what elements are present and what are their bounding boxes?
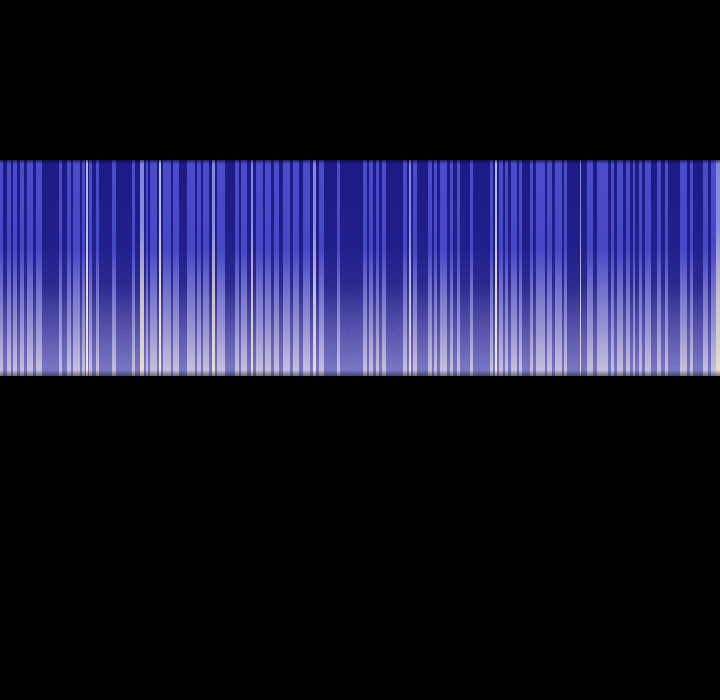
stripe-royal-blue xyxy=(440,160,447,376)
stripe-royal-blue xyxy=(680,160,687,376)
stripe-royal-blue xyxy=(187,160,195,376)
stripe-dark-navy xyxy=(99,160,112,376)
stripe-dark-navy xyxy=(340,160,363,376)
stripe-band xyxy=(0,160,720,376)
stripe-royal-blue xyxy=(217,160,225,376)
stripe-dark-navy xyxy=(324,160,337,376)
stripe-royal-blue xyxy=(283,160,290,376)
stripe-royal-blue xyxy=(256,160,263,376)
stripe-royal-blue xyxy=(597,160,608,376)
stripe-dark-navy xyxy=(179,160,187,376)
stripe-row xyxy=(0,160,720,376)
stripe-dark-navy xyxy=(693,160,703,376)
stripe-dark-navy xyxy=(386,160,403,376)
stripe-dark-navy xyxy=(522,160,530,376)
stripe-dark-navy xyxy=(567,160,580,376)
stripe-royal-blue xyxy=(536,160,545,376)
stripe-dark-navy xyxy=(116,160,132,376)
stripe-dark-navy xyxy=(460,160,470,376)
stripe-royal-blue xyxy=(163,160,171,376)
stripe-dark-navy xyxy=(473,160,490,376)
stripe-lavender xyxy=(716,160,720,376)
stripe-royal-blue xyxy=(303,160,310,376)
stripe-dark-navy xyxy=(42,160,59,376)
stripe-dark-navy xyxy=(668,160,680,376)
stripe-royal-blue xyxy=(73,160,80,376)
stripe-dark-navy xyxy=(225,160,235,376)
stripe-royal-blue xyxy=(150,160,157,376)
stripe-dark-navy xyxy=(417,160,428,376)
stripe-royal-blue xyxy=(555,160,562,376)
